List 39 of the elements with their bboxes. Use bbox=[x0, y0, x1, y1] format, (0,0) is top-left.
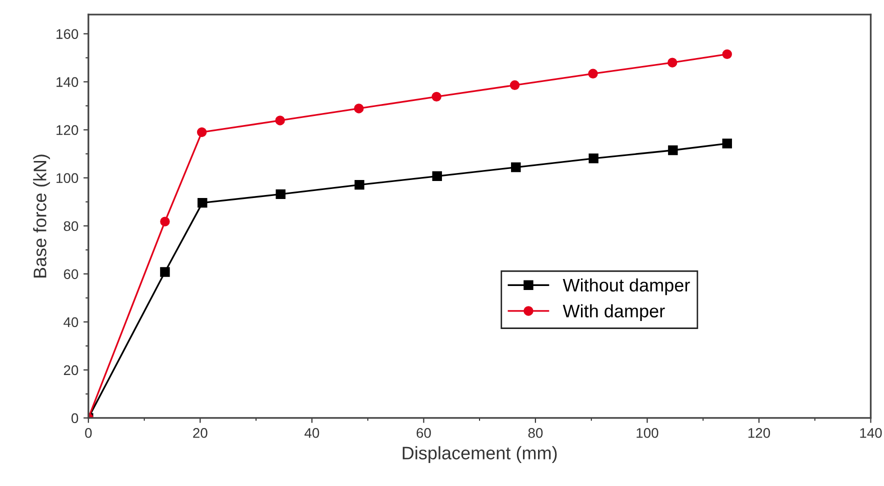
y-tick-label: 100 bbox=[56, 173, 78, 184]
point bbox=[160, 267, 170, 277]
point bbox=[160, 216, 170, 226]
y-tick-label: 20 bbox=[64, 365, 78, 376]
point bbox=[432, 171, 442, 182]
y-tick-label: 0 bbox=[71, 413, 78, 424]
point bbox=[275, 116, 285, 126]
y-tick-label: 40 bbox=[64, 317, 78, 328]
x-tick-label: 60 bbox=[416, 428, 431, 438]
y-tick-label: 80 bbox=[64, 221, 78, 232]
y-tick-label: 140 bbox=[56, 77, 78, 87]
point bbox=[196, 127, 207, 138]
point bbox=[198, 198, 208, 208]
point bbox=[722, 49, 732, 60]
y-tick-label: 160 bbox=[56, 29, 78, 39]
x-tick-label: 100 bbox=[636, 428, 658, 438]
point bbox=[588, 68, 598, 79]
x-tick-label: 20 bbox=[193, 428, 208, 438]
point bbox=[354, 180, 364, 190]
x-tick-label: 0 bbox=[85, 428, 92, 438]
point bbox=[510, 80, 520, 90]
point bbox=[668, 58, 678, 68]
x-tick-label: 140 bbox=[860, 428, 882, 438]
x-axis-title: Displacement (mm) bbox=[402, 446, 557, 464]
point bbox=[511, 162, 521, 172]
legend-label: With damper bbox=[562, 304, 665, 322]
x-tick-label: 80 bbox=[528, 428, 543, 438]
y-axis-title: Base force (kN) bbox=[33, 154, 50, 278]
point bbox=[432, 92, 442, 102]
point bbox=[668, 145, 678, 156]
point bbox=[588, 154, 598, 164]
point bbox=[276, 189, 286, 200]
x-tick-label: 120 bbox=[748, 428, 770, 438]
y-tick-label: 60 bbox=[64, 269, 78, 280]
legend-label: Without damper bbox=[562, 278, 690, 296]
x-tick-label: 40 bbox=[304, 428, 320, 438]
point bbox=[722, 138, 732, 148]
point bbox=[354, 104, 364, 114]
y-tick-label: 120 bbox=[56, 125, 78, 135]
